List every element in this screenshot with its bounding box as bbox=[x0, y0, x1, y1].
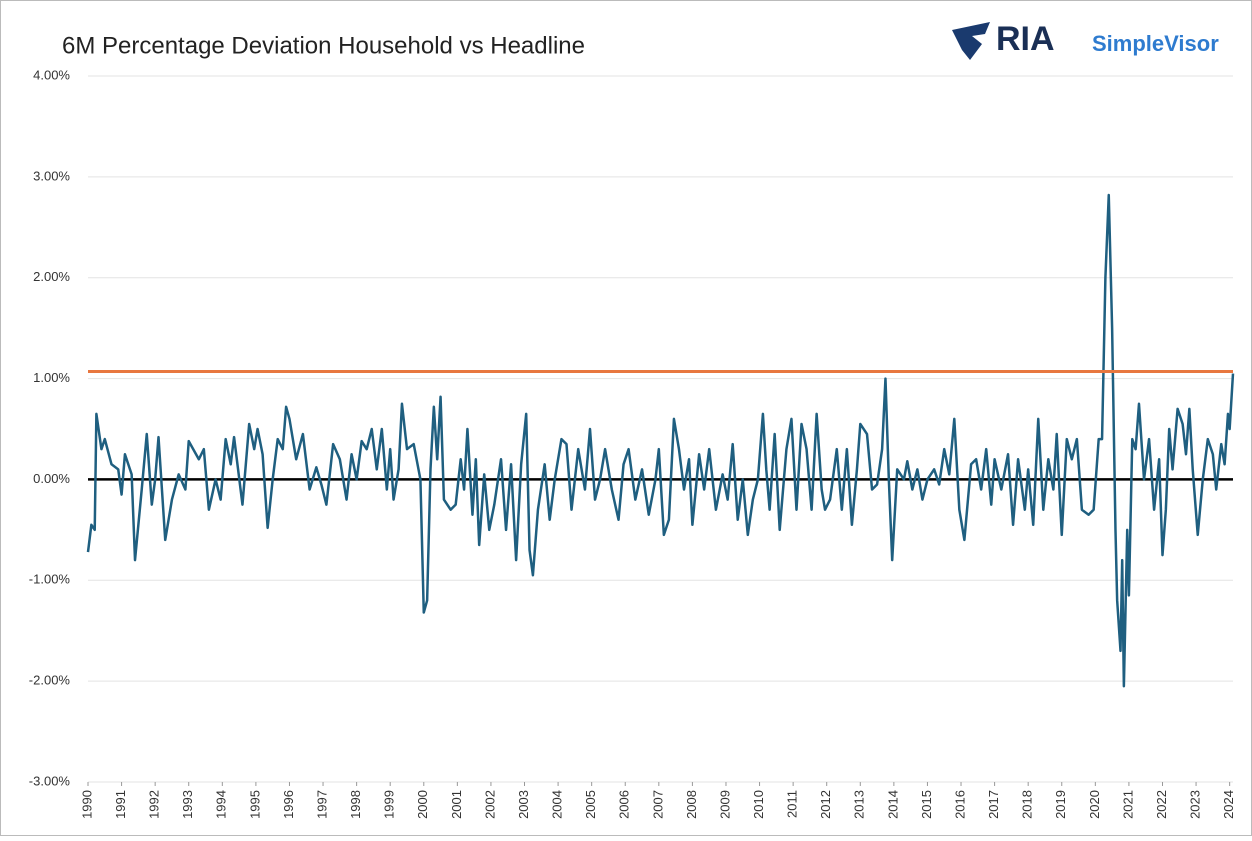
logo: RIA SimpleVisor bbox=[952, 20, 1219, 60]
x-tick-label: 2008 bbox=[684, 790, 699, 819]
y-tick-label: -2.00% bbox=[29, 673, 71, 688]
x-tick-label: 2013 bbox=[852, 790, 867, 819]
x-tick-label: 1991 bbox=[113, 790, 128, 819]
x-tick-label: 2002 bbox=[482, 790, 497, 819]
x-tick-label: 2012 bbox=[818, 790, 833, 819]
y-tick-label: 4.00% bbox=[33, 67, 70, 82]
x-tick-label: 2016 bbox=[952, 790, 967, 819]
x-tick-label: 1990 bbox=[79, 790, 94, 819]
x-tick-label: 1993 bbox=[180, 790, 195, 819]
x-tick-label: 2023 bbox=[1188, 790, 1203, 819]
x-tick-label: 2024 bbox=[1221, 790, 1236, 819]
y-tick-label: 2.00% bbox=[33, 269, 70, 284]
x-tick-label: 1997 bbox=[314, 790, 329, 819]
x-tick-label: 2019 bbox=[1053, 790, 1068, 819]
x-tick-label: 2009 bbox=[717, 790, 732, 819]
x-tick-label: 2017 bbox=[986, 790, 1001, 819]
x-tick-label: 1994 bbox=[214, 790, 229, 819]
x-tick-label: 2000 bbox=[415, 790, 430, 819]
x-tick-label: 2021 bbox=[1120, 790, 1135, 819]
plot-area: -3.00% -2.00% -1.00% 0.00% 1.00% 2.00% 3.00% 4.… bbox=[29, 67, 1236, 818]
x-tick-label: 1996 bbox=[281, 790, 296, 819]
x-tick-label: 2011 bbox=[785, 790, 800, 818]
y-tick-label: -3.00% bbox=[29, 773, 71, 788]
x-tick-label: 2003 bbox=[516, 790, 531, 819]
x-tick-label: 2004 bbox=[550, 790, 565, 819]
y-tick-label: 0.00% bbox=[33, 471, 70, 486]
x-tick-label: 2006 bbox=[617, 790, 632, 819]
chart-title: 6M Percentage Deviation Household vs Hea… bbox=[62, 32, 585, 59]
x-tick-label: 2014 bbox=[885, 790, 900, 819]
logo-icon bbox=[952, 22, 990, 60]
brand: RIA bbox=[996, 20, 1055, 58]
x-tick-label: 2001 bbox=[449, 790, 464, 819]
y-tick-label: 3.00% bbox=[33, 168, 70, 183]
x-tick-label: 2015 bbox=[919, 790, 934, 819]
x-tick-label: 2018 bbox=[1020, 790, 1035, 819]
x-tick-label: 2020 bbox=[1087, 790, 1102, 819]
data-line bbox=[86, 193, 1235, 688]
x-tick-label: 2022 bbox=[1154, 790, 1169, 819]
y-tick-label: 1.00% bbox=[33, 370, 70, 385]
x-tick-label: 2005 bbox=[583, 790, 598, 819]
x-tick-label: 1995 bbox=[247, 790, 262, 819]
y-tick-label: -1.00% bbox=[29, 572, 71, 587]
x-tick-label: 1992 bbox=[147, 790, 162, 819]
brand-sub: SimpleVisor bbox=[1092, 31, 1219, 56]
x-tick-label: 2010 bbox=[751, 790, 766, 819]
x-tick-label: 2007 bbox=[650, 790, 665, 819]
x-tick-label: 1999 bbox=[382, 790, 397, 819]
x-tick-label: 1998 bbox=[348, 790, 363, 819]
